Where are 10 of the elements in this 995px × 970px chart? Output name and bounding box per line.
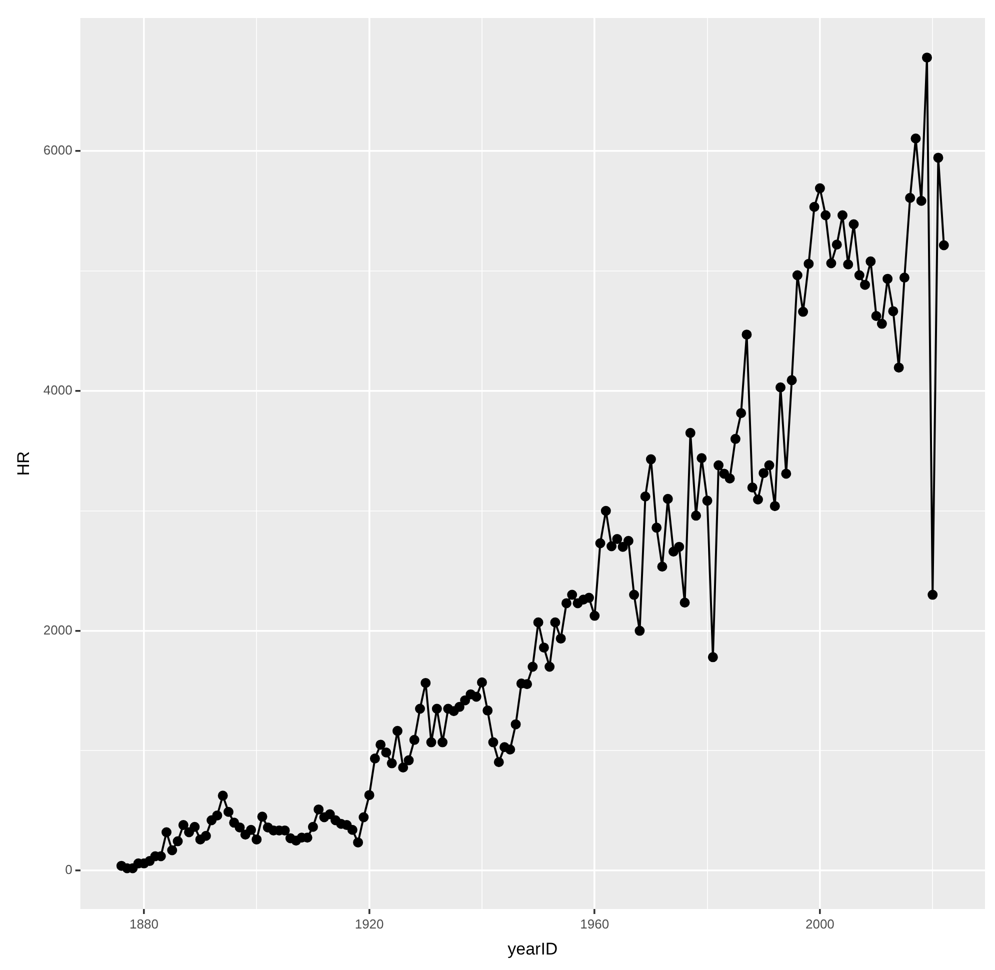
x-tick-label: 1920: [354, 916, 384, 932]
y-axis-title: HR: [14, 451, 33, 476]
x-tick-label: 1960: [580, 916, 610, 932]
x-tick-label: 2000: [805, 916, 834, 932]
x-axis-title: yearID: [508, 939, 558, 958]
y-tick-label: 4000: [43, 382, 72, 398]
y-tick-label: 0: [65, 862, 72, 878]
x-tick-label: 1880: [130, 916, 158, 932]
y-tick-label: 6000: [43, 142, 72, 158]
y-tick-label: 2000: [43, 622, 72, 638]
